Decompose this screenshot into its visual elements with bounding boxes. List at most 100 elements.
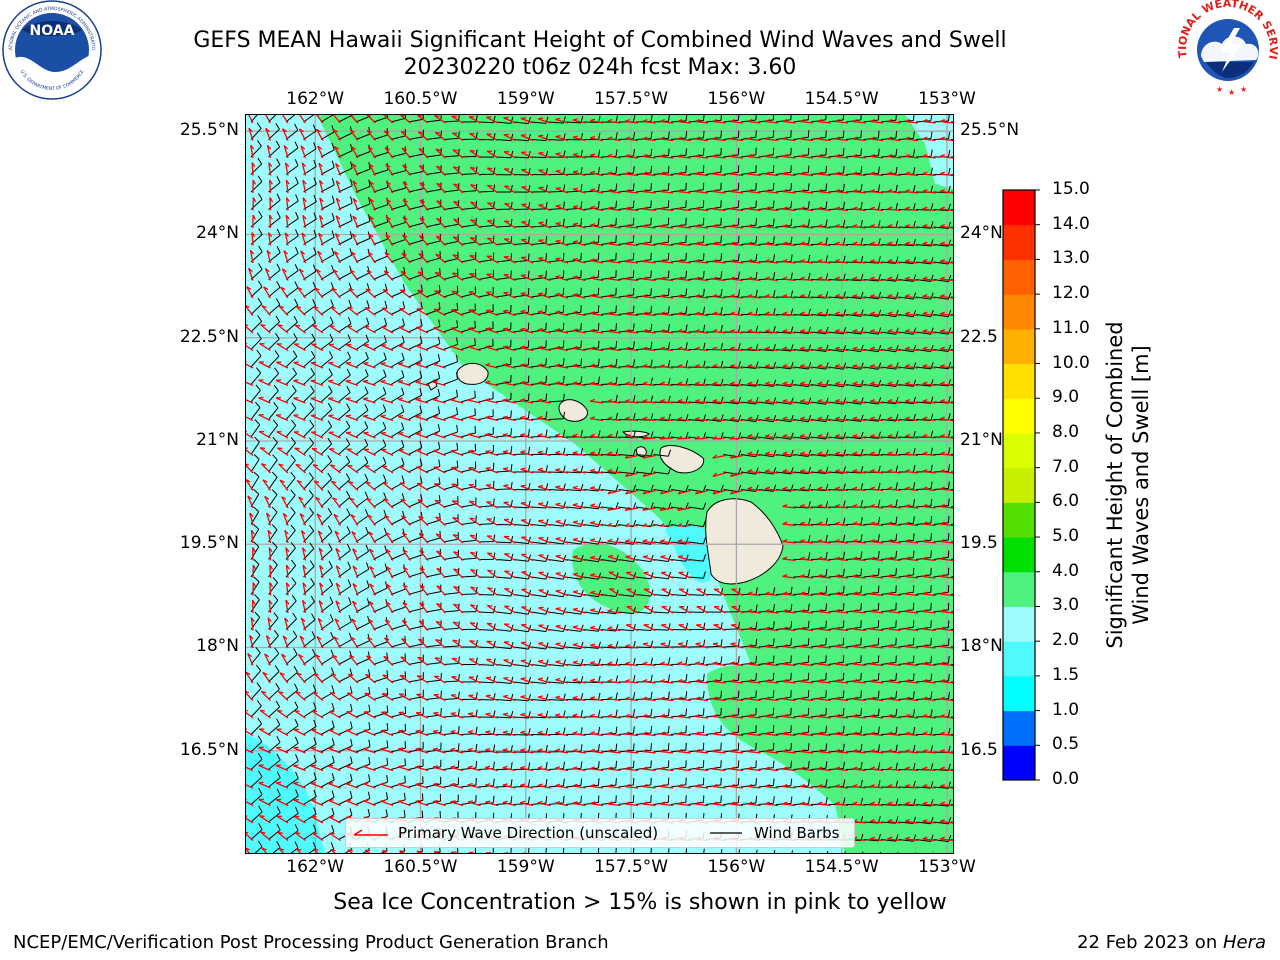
lon-label-bottom: 156°W xyxy=(707,857,766,877)
colorbar-tick-label: 13.0 xyxy=(1052,248,1090,269)
wind-barb xyxy=(268,263,281,280)
svg-text:★: ★ xyxy=(1216,85,1223,94)
colorbar-tick-label: 14.0 xyxy=(1052,213,1090,234)
wind-barb xyxy=(355,179,371,193)
legend-wave-label: Primary Wave Direction (unscaled) xyxy=(398,824,659,842)
colorbar-tick-label: 12.0 xyxy=(1052,283,1090,304)
wind-barb xyxy=(250,315,263,333)
wind-barb xyxy=(548,287,565,298)
colorbar-label-line1: Significant Height of Combined xyxy=(1103,321,1127,649)
colorbar-segment xyxy=(1003,224,1035,260)
wind-barb xyxy=(460,252,477,263)
lat-label-left: 19.5°N xyxy=(179,533,239,554)
wind-barb xyxy=(478,321,494,333)
wind-barb xyxy=(320,230,335,245)
wind-barb xyxy=(250,280,263,298)
svg-text:★: ★ xyxy=(1240,85,1247,94)
wind-barb xyxy=(443,251,459,263)
lon-label-bottom: 154.5°W xyxy=(804,857,879,877)
wave-height-map xyxy=(245,114,954,854)
wind-barb xyxy=(513,116,532,125)
lat-label-left: 25.5°N xyxy=(179,120,239,141)
nws-logo: NATIONAL WEATHER SERVICE ★ ★ ★ xyxy=(1176,0,1280,97)
chart-subtitle: 20230220 t06z 024h fcst Max: 3.60 xyxy=(403,55,797,80)
wind-barb xyxy=(268,280,281,298)
colorbar-segment xyxy=(1003,537,1035,573)
wind-barb xyxy=(495,322,512,333)
lat-label-left: 16.5°N xyxy=(179,739,239,760)
wind-barb xyxy=(513,151,531,159)
island-maui xyxy=(659,445,705,474)
colorbar-tick-label: 4.0 xyxy=(1052,560,1080,581)
colorbar-segment xyxy=(1003,398,1035,434)
wind-barb xyxy=(338,178,353,193)
colorbar-tick-label: 5.0 xyxy=(1052,526,1080,547)
colorbar-segment xyxy=(1003,502,1035,538)
wind-barb xyxy=(460,320,476,333)
wind-barb xyxy=(320,213,335,228)
lon-label-top: 154.5°W xyxy=(804,89,879,109)
wind-barb xyxy=(915,310,934,318)
wind-barb xyxy=(355,283,370,298)
colorbar-tick-label: 10.0 xyxy=(1052,352,1090,373)
footer-branch: NCEP/EMC/Verification Post Processing Pr… xyxy=(13,932,609,953)
wind-barb xyxy=(373,114,389,123)
colorbar-tick-label: 7.0 xyxy=(1052,456,1080,477)
footer-date: 22 Feb 2023 on Hera xyxy=(1077,932,1266,953)
chart-title: GEFS MEAN Hawaii Significant Height of C… xyxy=(193,28,1007,53)
colorbar-segment xyxy=(1003,641,1035,677)
map-legend: Primary Wave Direction (unscaled) Wind B… xyxy=(345,818,855,848)
wind-barb xyxy=(285,123,299,140)
wind-barb xyxy=(565,150,583,158)
lat-label-right: 25.5°N xyxy=(960,120,1020,141)
colorbar-segment xyxy=(1003,675,1035,712)
wind-barb xyxy=(320,178,335,193)
wind-barb xyxy=(338,161,353,175)
wind-barb xyxy=(495,270,512,280)
colorbar-tick-label: 9.0 xyxy=(1052,387,1080,408)
wind-barb xyxy=(530,305,547,315)
colorbar-tick-label: 8.0 xyxy=(1052,421,1080,442)
noaa-logo: NOAA NATIONAL OCEANIC AND ATMOSPHERIC AD… xyxy=(0,0,102,100)
lon-label-top: 160.5°W xyxy=(383,89,458,109)
lon-label-bottom: 157.5°W xyxy=(594,857,669,877)
wind-barb xyxy=(425,302,441,315)
wind-barb xyxy=(303,264,317,280)
svg-text:★: ★ xyxy=(1228,88,1235,97)
wind-barb xyxy=(320,195,335,210)
colorbar-segment xyxy=(1003,363,1035,399)
lat-label-right: 21°N xyxy=(960,429,1003,450)
footer-host: Hera xyxy=(1222,932,1266,953)
ocean-fill-lee-big-island xyxy=(673,523,714,583)
wind-barb xyxy=(338,248,353,263)
lon-label-top: 153°W xyxy=(918,89,976,109)
lat-label-right: 19.5 xyxy=(960,533,998,554)
colorbar-label: Significant Height of Combined Wind Wave… xyxy=(1102,275,1154,695)
wind-barb xyxy=(373,317,388,333)
wind-barb xyxy=(285,264,299,280)
wind-barb xyxy=(478,252,495,263)
wind-barb xyxy=(303,281,317,298)
wind-barb xyxy=(425,250,441,263)
colorbar-tick-label: 6.0 xyxy=(1052,491,1080,512)
ocean-fill-1-5-2m-sw xyxy=(245,734,325,854)
wind-barb xyxy=(495,236,513,245)
wind-barb xyxy=(320,247,335,263)
colorbar-tick-label: 0.5 xyxy=(1052,734,1080,755)
wind-barb xyxy=(268,298,281,315)
wind-barb xyxy=(268,123,280,140)
wind-barb xyxy=(548,184,566,193)
island-kauai xyxy=(456,363,489,385)
lon-label-top: 157.5°W xyxy=(594,89,669,109)
colorbar-tick-label: 1.0 xyxy=(1052,699,1080,720)
wind-barb xyxy=(303,159,317,175)
colorbar-segment xyxy=(1003,710,1035,746)
noaa-text: NOAA xyxy=(30,23,75,39)
wind-barb xyxy=(250,114,259,123)
wind-barb xyxy=(565,270,582,280)
lat-label-right: 16.5 xyxy=(960,739,998,760)
colorbar-label-line2: Wind Waves and Swell [m] xyxy=(1129,345,1153,625)
sea-ice-note: Sea Ice Concentration > 15% is shown in … xyxy=(333,890,947,915)
wind-barb xyxy=(250,263,263,280)
wind-barb xyxy=(408,114,424,123)
